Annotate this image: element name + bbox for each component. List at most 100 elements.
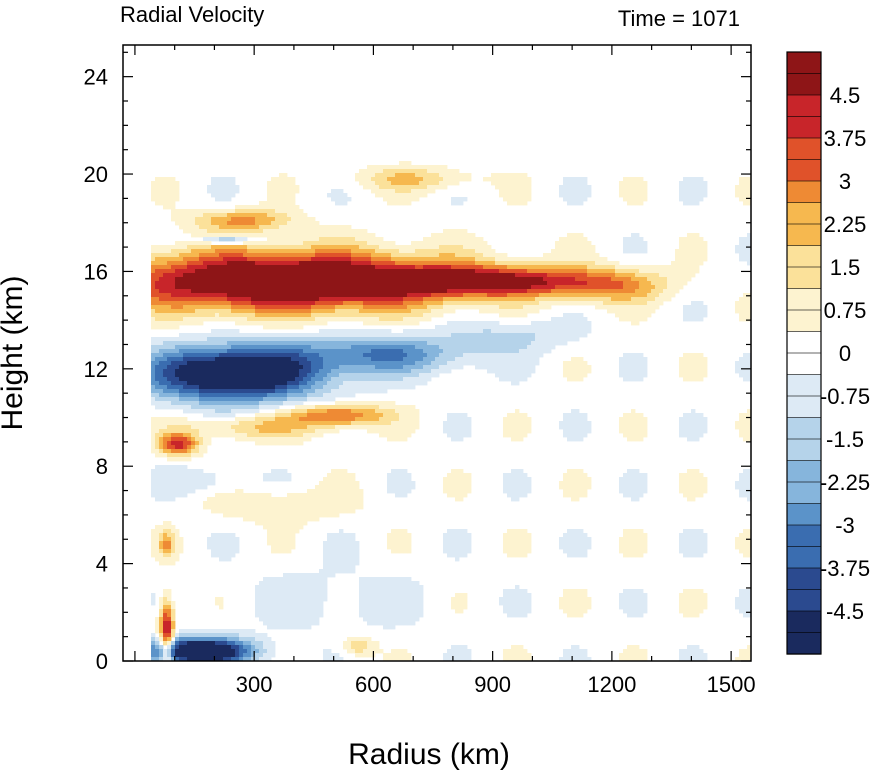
heatmap-cell [687, 357, 692, 362]
heatmap-cell [443, 261, 448, 266]
heatmap-cell [315, 361, 320, 366]
heatmap-cell [219, 341, 224, 346]
heatmap-cell [475, 261, 480, 266]
heatmap-cell [351, 289, 356, 294]
heatmap-cell [223, 185, 228, 190]
heatmap-cell [179, 381, 184, 386]
heatmap-cell [411, 373, 416, 378]
heatmap-cell [239, 349, 244, 354]
heatmap-cell [347, 301, 352, 306]
heatmap-cell [179, 289, 184, 294]
heatmap-cell [255, 261, 260, 266]
heatmap-cell [439, 245, 444, 250]
heatmap-cell [179, 333, 184, 338]
heatmap-cell [439, 185, 444, 190]
heatmap-cell [391, 197, 396, 202]
heatmap-cell [251, 221, 256, 226]
heatmap-cell [463, 277, 468, 282]
heatmap-cell [559, 337, 564, 342]
heatmap-cell [419, 285, 424, 290]
heatmap-cell [519, 293, 524, 298]
heatmap-cell [231, 289, 236, 294]
heatmap-cell [151, 321, 156, 326]
heatmap-cell [467, 337, 472, 342]
heatmap-cell [555, 281, 560, 286]
heatmap-cell [423, 317, 428, 322]
heatmap-cell [379, 337, 384, 342]
heatmap-cell [695, 357, 700, 362]
heatmap-cell [207, 365, 212, 370]
heatmap-cell [271, 353, 276, 358]
heatmap-cell [531, 305, 536, 310]
heatmap-cell [399, 265, 404, 270]
heatmap-cell [515, 277, 520, 282]
heatmap-cell [495, 277, 500, 282]
heatmap-cell [575, 241, 580, 246]
heatmap-cell [287, 221, 292, 226]
heatmap-cell [747, 309, 752, 314]
heatmap-cell [619, 265, 624, 270]
heatmap-cell [159, 293, 164, 298]
heatmap-cell [207, 213, 212, 218]
heatmap-cell [283, 377, 288, 382]
heatmap-cell [279, 177, 284, 182]
heatmap-cell [179, 293, 184, 298]
heatmap-cell [175, 281, 180, 286]
heatmap-cell [163, 253, 168, 258]
heatmap-cell [339, 309, 344, 314]
heatmap-cell [407, 201, 412, 206]
heatmap-cell [275, 265, 280, 270]
heatmap-cell [231, 253, 236, 258]
heatmap-cell [407, 313, 412, 318]
heatmap-cell [471, 265, 476, 270]
heatmap-cell [511, 349, 516, 354]
heatmap-cell [335, 365, 340, 370]
heatmap-cell [247, 249, 252, 254]
heatmap-cell [215, 293, 220, 298]
heatmap-cell [271, 177, 276, 182]
heatmap-cell [271, 273, 276, 278]
heatmap-cell [151, 265, 156, 270]
heatmap-cell [499, 345, 504, 350]
heatmap-cell [239, 233, 244, 238]
heatmap-cell [195, 297, 200, 302]
heatmap-cell [327, 245, 332, 250]
heatmap-cell [235, 313, 240, 318]
heatmap-cell [535, 293, 540, 298]
heatmap-cell [295, 265, 300, 270]
heatmap-cell [171, 377, 176, 382]
heatmap-cell [299, 221, 304, 226]
heatmap-cell [319, 293, 324, 298]
heatmap-cell [543, 345, 548, 350]
heatmap-cell [371, 185, 376, 190]
heatmap-cell [291, 237, 296, 242]
heatmap-cell [703, 373, 708, 378]
heatmap-cell [391, 253, 396, 258]
heatmap-cell [239, 209, 244, 214]
heatmap-cell [735, 245, 740, 250]
heatmap-cell [439, 333, 444, 338]
heatmap-cell [267, 249, 272, 254]
heatmap-cell [175, 365, 180, 370]
heatmap-cell [575, 185, 580, 190]
heatmap-cell [679, 265, 684, 270]
heatmap-cell [363, 369, 368, 374]
heatmap-cell [679, 245, 684, 250]
heatmap-cell [691, 197, 696, 202]
heatmap-cell [411, 193, 416, 198]
heatmap-cell [319, 353, 324, 358]
heatmap-cell [563, 241, 568, 246]
heatmap-cell [311, 297, 316, 302]
heatmap-cell [435, 269, 440, 274]
heatmap-cell [243, 277, 248, 282]
heatmap-cell [443, 269, 448, 274]
heatmap-cell [327, 317, 332, 322]
heatmap-cell [299, 217, 304, 222]
heatmap-cell [643, 369, 648, 374]
heatmap-cell [255, 253, 260, 258]
heatmap-cell [415, 257, 420, 262]
heatmap-cell [407, 377, 412, 382]
heatmap-cell [667, 281, 672, 286]
heatmap-cell [299, 313, 304, 318]
heatmap-cell [575, 277, 580, 282]
